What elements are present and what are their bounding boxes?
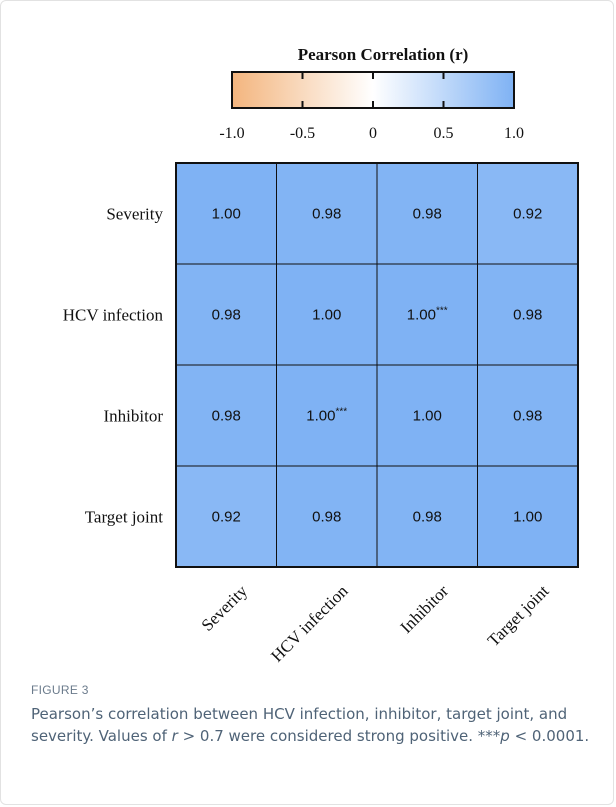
heatmap-cell <box>477 465 579 568</box>
heatmap-cell <box>175 364 277 467</box>
cell-value-label: 0.98 <box>413 206 442 223</box>
column-label: Severity <box>198 581 252 635</box>
row-label: Severity <box>106 205 163 224</box>
heatmap-cell <box>477 162 579 265</box>
colorbar-tick-label: 0 <box>369 125 377 142</box>
cell-value-label: 0.98 <box>312 509 341 526</box>
heatmap-cell <box>175 162 277 265</box>
row-label: Target joint <box>85 508 164 527</box>
heatmap-cell <box>276 364 378 467</box>
cell-value-label: 1.00 <box>212 206 241 223</box>
correlation-heatmap: Pearson Correlation (r) -1.0 -0.5 0 0.5 1.0 … <box>63 45 579 666</box>
colorbar-tick-label: -0.5 <box>290 125 315 142</box>
cell-value-label: 0.98 <box>312 206 341 223</box>
cell-value-label: 0.92 <box>513 206 542 223</box>
cell-value-label: 0.92 <box>212 509 241 526</box>
cell-value-label: 1.00*** <box>306 407 347 425</box>
heatmap-border <box>175 162 579 568</box>
cell-value-label: 0.98 <box>413 509 442 526</box>
heatmap-cell <box>175 465 277 568</box>
colorbar-title: Pearson Correlation (r) <box>298 45 469 64</box>
heatmap-cell <box>175 263 277 366</box>
row-label: HCV infection <box>63 306 164 325</box>
cell-value-label: 1.00 <box>312 307 341 324</box>
column-label: HCV infection <box>267 581 352 666</box>
heatmap-cell <box>276 465 378 568</box>
cell-value-label: 1.00*** <box>407 306 448 324</box>
heatmap-cell <box>376 162 478 265</box>
colorbar-tick-label: -1.0 <box>219 125 244 142</box>
cell-value-label: 0.98 <box>513 408 542 425</box>
heatmap-cell <box>376 364 478 467</box>
significance-marker: *** <box>436 306 448 317</box>
column-label: Inhibitor <box>397 581 453 637</box>
column-label: Target joint <box>484 581 553 650</box>
colorbar-tick-label: 0.5 <box>434 125 454 142</box>
cell-value-label: 0.98 <box>212 307 241 324</box>
heatmap-cell <box>276 263 378 366</box>
cell-value-label: 0.98 <box>212 408 241 425</box>
heatmap-cell <box>477 364 579 467</box>
significance-marker: *** <box>336 407 348 418</box>
cell-value-label: 0.98 <box>513 307 542 324</box>
colorbar-tick-label: 1.0 <box>504 125 524 142</box>
figure-caption: Pearson’s correlation between HCV infect… <box>31 705 590 745</box>
row-label: Inhibitor <box>104 407 164 426</box>
cell-value-label: 1.00 <box>413 408 442 425</box>
cell-value-label: 1.00 <box>513 509 542 526</box>
figure-label: FIGURE 3 <box>31 683 89 697</box>
